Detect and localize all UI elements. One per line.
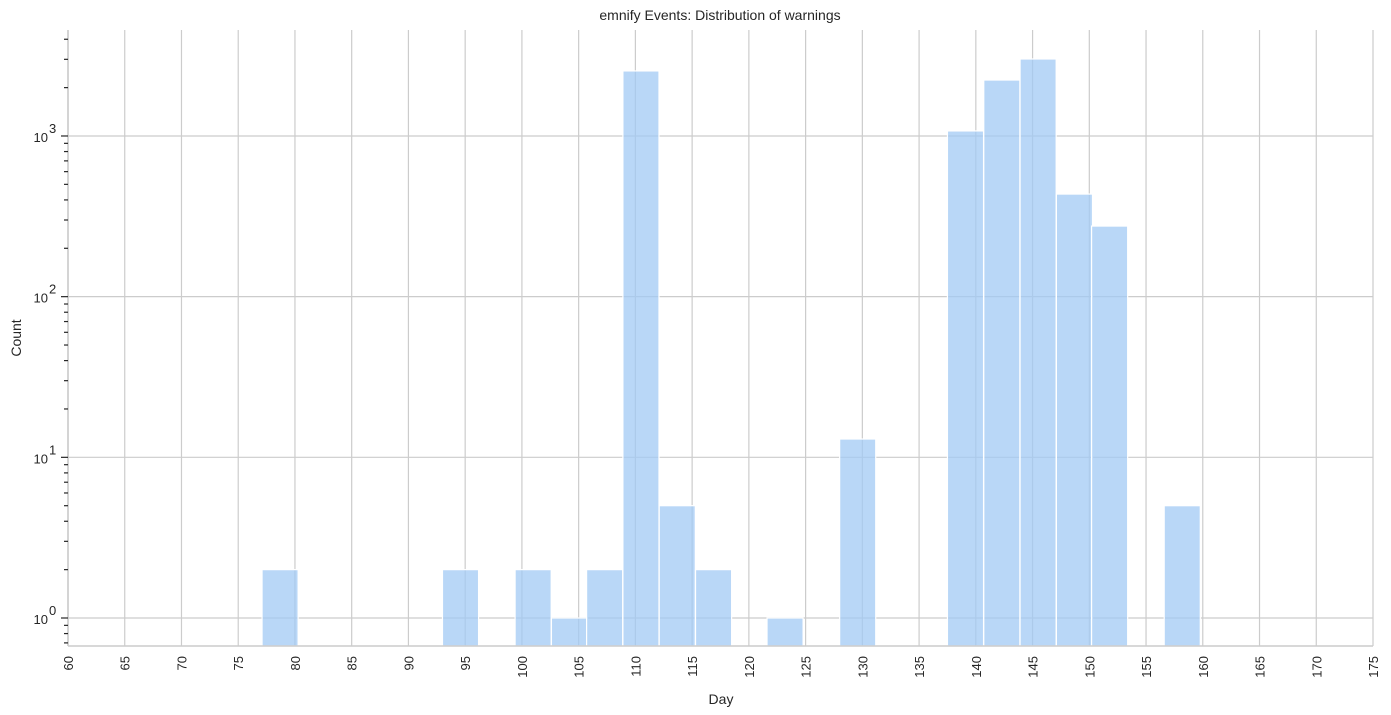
histogram-bar: [622, 70, 660, 647]
histogram-bar: [514, 569, 552, 647]
x-tick-label: 135: [912, 656, 927, 678]
x-tick-label: 145: [1026, 656, 1041, 678]
histogram-bar: [658, 505, 696, 647]
x-tick-label: 95: [458, 656, 473, 670]
histogram-bar: [946, 130, 985, 647]
histogram-bar: [766, 617, 804, 647]
y-tick-exponent: 2: [49, 282, 56, 297]
x-tick-label: 125: [799, 656, 814, 678]
x-tick-label: 85: [345, 656, 360, 670]
chart-title: emnify Events: Distribution of warnings: [599, 7, 840, 23]
axis-spines: [67, 30, 1373, 647]
histogram-bar: [261, 569, 299, 647]
x-tick-label: 110: [628, 656, 643, 677]
x-tick-label: 130: [855, 656, 870, 678]
histogram-bar: [1055, 193, 1094, 647]
histogram-bar: [1019, 58, 1057, 647]
x-tick-label: 160: [1196, 656, 1211, 678]
x-tick-label: 165: [1253, 656, 1268, 678]
histogram-bar: [585, 569, 624, 647]
histogram-bar: [983, 79, 1021, 647]
histogram-bar: [1163, 505, 1201, 647]
x-tick-label: 170: [1309, 656, 1324, 678]
x-tick-label: 75: [231, 656, 246, 670]
histogram-bar: [694, 569, 733, 647]
x-tick-label: 60: [61, 656, 76, 670]
x-tick-label: 70: [174, 656, 189, 670]
y-tick-label: 10: [34, 291, 48, 306]
x-tick-label: 80: [288, 656, 303, 670]
x-tick-label: 90: [401, 656, 416, 670]
x-tick-label: 155: [1139, 656, 1154, 678]
x-tick-label: 65: [118, 656, 133, 670]
y-tick-label: 10: [34, 451, 48, 466]
x-axis-ticks: 60 65 70 75 80 85 90 95 100 105 110 115 120 125 130 135…: [61, 656, 1381, 678]
x-tick-label: 100: [515, 656, 530, 678]
y-tick-label: 10: [34, 612, 48, 627]
x-tick-label: 140: [969, 656, 984, 678]
histogram-bar: [441, 569, 480, 647]
x-tick-label: 150: [1082, 656, 1097, 678]
y-tick-exponent: 0: [49, 603, 56, 618]
histogram-bar: [1090, 225, 1129, 647]
x-tick-label: 115: [685, 656, 700, 677]
x-axis-label: Day: [709, 691, 734, 707]
x-tick-label: 175: [1366, 656, 1381, 678]
y-axis-label: Count: [8, 319, 24, 356]
x-tick-label: 120: [742, 656, 757, 678]
x-tick-label: 105: [572, 656, 587, 678]
y-tick-label: 10: [34, 130, 48, 145]
y-tick-exponent: 1: [49, 442, 56, 457]
y-tick-exponent: 3: [49, 121, 56, 136]
histogram-bars: [261, 58, 1201, 647]
histogram-bar: [839, 438, 877, 647]
histogram-bar: [550, 617, 589, 647]
